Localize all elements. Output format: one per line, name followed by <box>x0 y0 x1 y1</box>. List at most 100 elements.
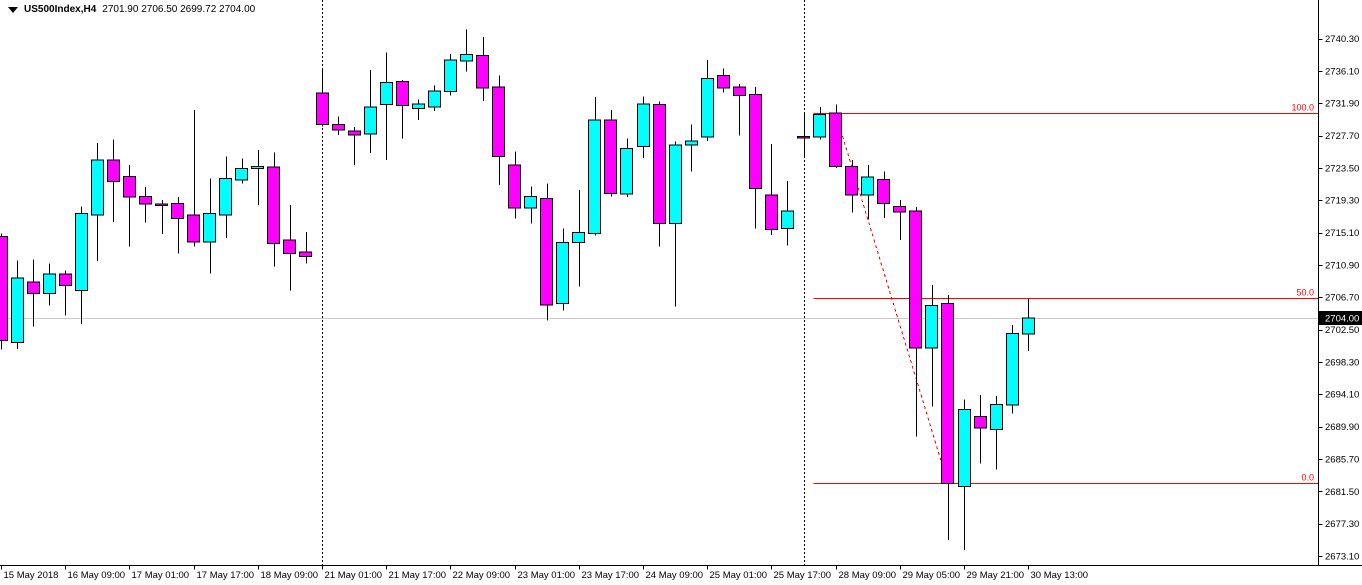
candle-bearish <box>27 259 40 327</box>
candle-bearish <box>540 183 553 321</box>
candle-bearish <box>171 197 184 254</box>
chart-header: US500Index,H4 2701.90 2706.50 2699.72 27… <box>8 4 255 15</box>
candle-bearish <box>909 207 922 437</box>
candle-body <box>845 165 858 196</box>
candle-bearish <box>877 171 890 218</box>
symbol-timeframe-label: US500Index,H4 <box>24 4 97 15</box>
candle-body <box>508 164 521 209</box>
candle-body <box>43 273 56 294</box>
price-label: 2715.10 <box>1325 228 1359 239</box>
candle-bearish <box>0 233 8 350</box>
candle-bullish <box>364 70 377 154</box>
fib-level-label: 100.0 <box>1291 103 1314 113</box>
candle-bullish <box>637 96 650 158</box>
candle-body <box>332 124 345 131</box>
time-label: 17 May 01:00 <box>132 570 190 581</box>
candle-body <box>669 144 682 224</box>
candle-bullish <box>380 52 393 161</box>
candle-bearish <box>508 151 521 219</box>
candle-bullish <box>861 164 874 220</box>
candle-body <box>476 54 489 89</box>
candle-bearish <box>396 80 409 139</box>
time-label: 30 May 13:00 <box>1031 570 1089 581</box>
axes <box>0 0 1362 566</box>
price-label: 2710.90 <box>1325 260 1359 271</box>
candle-bullish <box>1022 298 1035 351</box>
candle-body <box>299 251 312 257</box>
price-label: 2706.70 <box>1325 293 1359 304</box>
candle-body <box>203 212 216 243</box>
candle-bearish <box>267 152 280 267</box>
candle-body <box>492 86 505 157</box>
candle-bullish <box>251 150 264 205</box>
candle-bullish <box>203 178 216 274</box>
candle-body <box>588 119 601 234</box>
candle-body <box>91 159 104 216</box>
price-label: 2719.30 <box>1325 196 1359 207</box>
candle-bullish <box>524 186 537 224</box>
chart-menu-arrow-icon[interactable] <box>8 6 18 13</box>
candle-body <box>267 166 280 244</box>
candle-body <box>861 176 874 196</box>
candle-bearish <box>765 143 778 235</box>
candle-body <box>604 119 617 194</box>
candle-body <box>380 81 393 106</box>
candle-body <box>219 178 232 216</box>
fib-level-label: 50.0 <box>1296 288 1314 298</box>
candle-bullish <box>620 138 633 198</box>
price-label: 2727.70 <box>1325 131 1359 142</box>
candle-bearish <box>604 110 617 197</box>
price-axis-labels[interactable]: 2740.30 2736.10 2731.90 2727.70 2723.50 2719.… <box>1318 34 1360 562</box>
time-label: 21 May 17:00 <box>389 570 447 581</box>
candle-body <box>958 409 971 488</box>
candle-body <box>717 74 730 89</box>
price-label: 2677.30 <box>1325 519 1359 530</box>
price-label: 2698.30 <box>1325 357 1359 368</box>
candle-body <box>556 242 569 304</box>
candle-body <box>155 203 168 206</box>
current-price-box: 2704.00 <box>1319 311 1362 326</box>
price-label: 2736.10 <box>1325 66 1359 77</box>
candle-bullish <box>925 284 938 407</box>
time-axis-labels[interactable]: 15 May 2018 16 May 09:00 17 May 01:00 17 Ma… <box>1 565 1089 582</box>
fib-level-label: 0.0 <box>1301 473 1314 483</box>
candle-body <box>251 165 264 170</box>
candle-bullish <box>556 228 569 311</box>
candle-bullish <box>813 107 826 140</box>
time-label: 28 May 09:00 <box>839 570 897 581</box>
candle-bullish <box>990 395 1003 470</box>
candle-body <box>283 239 296 254</box>
candle-body <box>620 148 633 195</box>
candle-bullish <box>781 180 794 246</box>
candle-bullish <box>43 263 56 306</box>
ohlc-readout: 2701.90 2706.50 2699.72 2704.00 <box>102 4 256 15</box>
candle-bearish <box>187 110 200 247</box>
fibonacci-retracement[interactable]: 100.0 50.0 0.0 <box>813 103 1318 484</box>
candles <box>0 29 1035 550</box>
time-label: 25 May 17:00 <box>774 570 832 581</box>
candle-bullish <box>444 53 457 96</box>
price-label: 2673.10 <box>1325 551 1359 562</box>
price-label: 2723.50 <box>1325 163 1359 174</box>
current-price-label: 2704.00 <box>1325 314 1359 325</box>
time-label: 18 May 09:00 <box>261 570 319 581</box>
time-label: 29 May 05:00 <box>903 570 961 581</box>
candle-bearish <box>653 101 666 247</box>
candle-body <box>123 175 136 198</box>
candle-bullish <box>588 97 601 236</box>
candle-body <box>813 114 826 138</box>
candle-body <box>171 202 184 220</box>
candle-bullish <box>958 399 971 550</box>
candle-body <box>653 104 666 224</box>
candle-body <box>75 212 88 291</box>
fib-base-line[interactable] <box>835 113 949 484</box>
candle-bearish <box>107 139 120 222</box>
candle-body <box>187 214 200 243</box>
candle-bearish <box>717 68 730 93</box>
candle-body <box>444 59 457 93</box>
price-label: 2702.50 <box>1325 325 1359 336</box>
candle-bearish <box>59 270 72 316</box>
candle-body <box>685 140 698 146</box>
candle-bullish <box>75 206 88 325</box>
